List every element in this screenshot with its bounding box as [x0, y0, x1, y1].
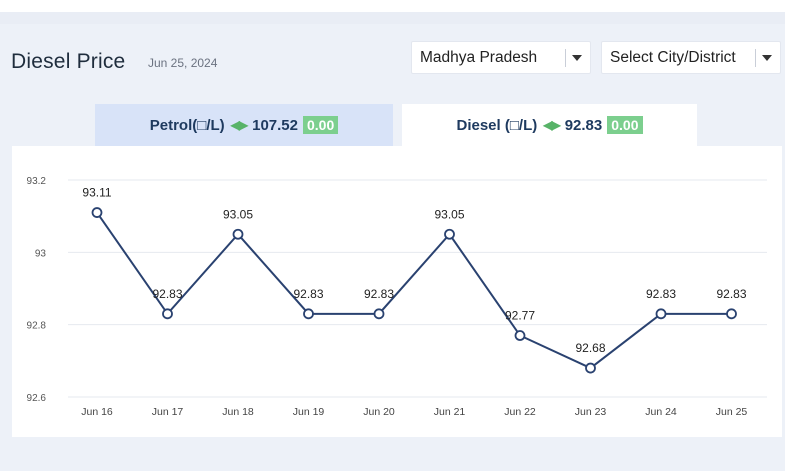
- data-point: [514, 330, 526, 341]
- data-label: 92.83: [364, 287, 394, 301]
- city-select-placeholder: Select City/District: [610, 48, 736, 66]
- top-strip: [0, 0, 785, 12]
- x-tick-label: Jun 22: [504, 406, 536, 418]
- data-point: [585, 362, 596, 374]
- price-line-chart: 92.6 92.8 93 93.2 93.11 Jun 16 92.83 Jun 17 93.0…: [27, 176, 767, 418]
- y-tick-label: 92.8: [27, 321, 47, 332]
- x-tick-label: Jun 25: [716, 406, 748, 418]
- data-label: 92.68: [575, 341, 605, 355]
- y-tick-label: 93: [35, 248, 47, 259]
- data-point: [232, 228, 244, 240]
- series-line: [96, 211, 732, 370]
- data-label: 92.83: [293, 287, 323, 301]
- tab-diesel-label: Diesel (□/L): [456, 116, 538, 134]
- price-chart-card: 92.6 92.8 93 93.2 93.11 Jun 16 92.83 Jun 17 93.0…: [12, 146, 782, 437]
- city-select[interactable]: Select City/District: [601, 41, 781, 74]
- bottom-strip: [0, 437, 785, 471]
- y-tick-label: 93.2: [27, 176, 47, 187]
- left-right-arrows-icon: ◀▶: [230, 118, 248, 132]
- diesel-change-badge: 0.00: [607, 116, 643, 134]
- data-point: [162, 308, 173, 320]
- x-tick-label: Jun 18: [222, 406, 254, 418]
- data-point: [655, 308, 667, 320]
- data-point: [91, 207, 103, 218]
- petrol-change-badge: 0.00: [303, 116, 339, 134]
- state-select[interactable]: Madhya Pradesh: [411, 41, 591, 74]
- y-tick-label: 92.6: [27, 393, 47, 404]
- price-date: Jun 25, 2024: [148, 56, 218, 70]
- data-label: 92.77: [505, 309, 535, 323]
- petrol-price: 107.52: [252, 116, 298, 134]
- diesel-price: 92.83: [564, 116, 603, 134]
- data-label: 92.83: [152, 287, 182, 301]
- data-point: [444, 228, 455, 240]
- data-label: 92.83: [716, 287, 746, 301]
- left-right-arrows-icon: ◀▶: [543, 118, 560, 132]
- data-label: 93.05: [434, 207, 464, 221]
- data-label: 93.05: [223, 207, 253, 221]
- x-tick-label: Jun 17: [152, 406, 184, 418]
- data-label: 93.11: [82, 186, 111, 200]
- tab-petrol-label: Petrol(□/L): [149, 116, 225, 134]
- select-separator: [755, 48, 756, 67]
- page-title: Diesel Price: [11, 50, 126, 73]
- x-tick-label: Jun 21: [434, 406, 466, 418]
- x-tick-label: Jun 19: [293, 406, 325, 418]
- data-point: [373, 308, 385, 320]
- x-tick-label: Jun 23: [575, 406, 607, 418]
- state-select-value: Madhya Pradesh: [420, 48, 538, 66]
- select-separator: [565, 48, 566, 67]
- chevron-down-icon[interactable]: [762, 54, 772, 61]
- tab-diesel[interactable]: Diesel (□/L) ◀▶ 92.83 0.00: [402, 104, 697, 146]
- chevron-down-icon[interactable]: [572, 54, 582, 61]
- x-tick-label: Jun 20: [363, 406, 395, 418]
- tab-petrol[interactable]: Petrol(□/L) ◀▶ 107.52 0.00: [95, 104, 393, 146]
- data-label: 92.83: [646, 287, 676, 301]
- x-tick-label: Jun 16: [81, 406, 113, 418]
- data-point: [303, 308, 314, 320]
- data-point: [726, 308, 737, 320]
- x-tick-label: Jun 24: [645, 406, 677, 418]
